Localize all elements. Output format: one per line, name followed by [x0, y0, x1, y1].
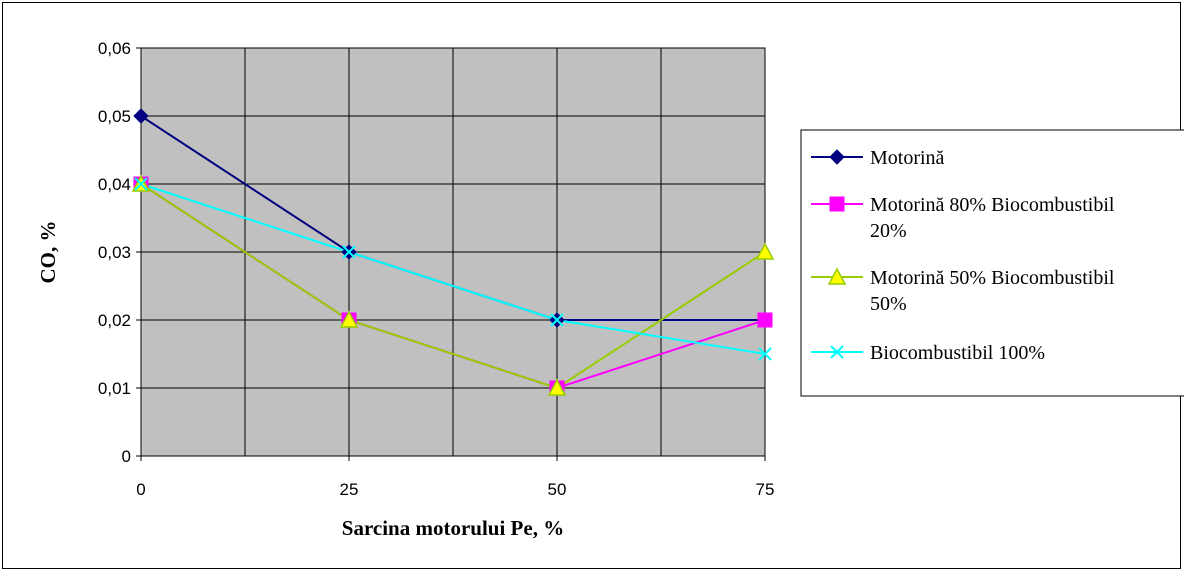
- legend-label: 50%: [870, 293, 907, 315]
- x-tick-label: 25: [340, 480, 359, 499]
- x-tick-label: 0: [136, 480, 145, 499]
- y-tick-label: 0: [122, 447, 131, 466]
- legend-label: Biocombustibil 100%: [870, 342, 1045, 364]
- y-axis-title: CO, %: [36, 221, 60, 284]
- legend-item: Motorină 80% Biocombustibil 20%: [811, 194, 1115, 242]
- y-tick-label: 0,05: [98, 107, 131, 126]
- legend-label: Motorină 50% Biocombustibil: [870, 267, 1115, 289]
- y-tick-label: 0,06: [98, 39, 131, 58]
- data-point: [342, 245, 356, 259]
- legend-item: Motorină: [811, 147, 945, 169]
- series-line-3: [140, 183, 766, 390]
- data-point: [758, 347, 772, 361]
- data-point: [829, 149, 845, 165]
- x-tick-label: 50: [548, 480, 567, 499]
- data-point: [827, 267, 847, 285]
- legend-item: Motorină 50% Biocombustibil 50%: [811, 267, 1115, 315]
- data-point: [339, 310, 359, 328]
- legend-label: Motorină 80% Biocombustibil: [870, 194, 1115, 216]
- data-point: [755, 242, 775, 260]
- legend-label: Motorină: [870, 147, 945, 169]
- legend-label: 20%: [870, 220, 907, 242]
- legend-box: [800, 129, 1184, 397]
- x-tick-labels: 0 25 50 75: [136, 456, 774, 499]
- data-point: [757, 312, 773, 328]
- y-tick-label: 0,03: [98, 243, 131, 262]
- y-tick-label: 0,04: [98, 175, 131, 194]
- series-markers: [131, 108, 775, 396]
- data-point: [547, 378, 567, 396]
- data-point: [830, 345, 844, 359]
- legend-item: Biocombustibil 100%: [811, 342, 1045, 364]
- data-point: [829, 196, 845, 212]
- data-point: [550, 313, 564, 327]
- data-point: [134, 177, 148, 191]
- y-tick-label: 0,01: [98, 379, 131, 398]
- data-point: [133, 108, 149, 124]
- series-line-4: [140, 183, 766, 355]
- y-tick-label: 0,02: [98, 311, 131, 330]
- x-tick-label: 75: [756, 480, 775, 499]
- series-lines: [140, 115, 766, 390]
- y-tick-labels: 0 0,01 0,02 0,03 0,04 0,05 0,06: [98, 39, 141, 466]
- x-axis-title: Sarcina motorului Pe, %: [342, 516, 564, 540]
